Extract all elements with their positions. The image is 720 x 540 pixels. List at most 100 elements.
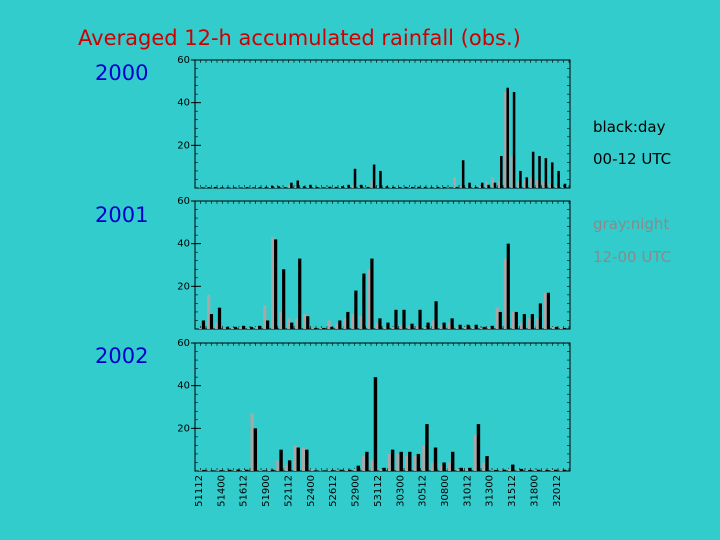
bar-night: [224, 470, 229, 471]
bar-day: [500, 156, 503, 188]
bar-day: [378, 318, 382, 329]
bar-night: [367, 269, 371, 329]
bar-night: [259, 470, 263, 471]
bar-night: [399, 324, 403, 329]
bar-night: [215, 322, 219, 329]
y-tick-label: 40: [177, 239, 190, 250]
bar-day: [525, 177, 529, 188]
bar-day: [330, 326, 334, 329]
bar-day: [313, 470, 318, 471]
bar-day: [522, 314, 526, 329]
bar-night: [447, 462, 452, 471]
bar-day: [241, 325, 246, 329]
bar-night: [293, 445, 297, 471]
bar-day: [458, 324, 462, 329]
bar-day: [514, 311, 518, 329]
bar-day: [226, 187, 230, 188]
bar-night: [459, 185, 463, 188]
bar-night: [206, 294, 211, 329]
bar-day: [245, 187, 249, 188]
bar-night: [548, 183, 552, 188]
bar-day: [416, 453, 421, 471]
bar-night: [359, 316, 363, 329]
bar-night: [303, 314, 307, 329]
bar-night: [327, 320, 331, 329]
bar-night: [415, 187, 418, 188]
bar-night: [306, 187, 310, 188]
bar-day: [482, 326, 486, 329]
bar-day: [402, 309, 406, 329]
bar-night: [404, 456, 409, 471]
bar-day: [296, 447, 300, 471]
bar-day: [298, 258, 302, 329]
bar-day: [353, 168, 357, 188]
x-tick-label: 30512: [418, 475, 429, 507]
bar-night: [319, 327, 323, 329]
bar-night: [375, 322, 379, 329]
bar-night: [550, 469, 555, 471]
y-tick-label: 40: [177, 98, 190, 109]
bar-night: [267, 469, 272, 471]
bar-night: [497, 181, 501, 188]
bar-day: [330, 470, 335, 471]
bar-day: [459, 467, 463, 471]
bar-night: [262, 187, 265, 188]
bar-day: [531, 151, 535, 188]
bar-night: [319, 187, 323, 189]
bar-day: [201, 320, 206, 329]
bar-night: [415, 325, 419, 329]
bar-day: [338, 320, 342, 329]
bar-day: [398, 187, 401, 188]
bar-night: [287, 184, 291, 188]
bar-night: [491, 177, 494, 188]
year-label-2000: 2000: [95, 61, 149, 85]
bar-day: [410, 323, 414, 329]
bar-night: [479, 327, 483, 329]
bar-day: [411, 186, 414, 188]
bar-night: [527, 318, 532, 329]
bar-night: [211, 187, 215, 189]
bar-day: [321, 187, 325, 188]
bar-night: [295, 318, 299, 329]
bar-night: [268, 186, 272, 188]
bar-night: [198, 327, 203, 329]
bar-day: [528, 469, 532, 471]
bar-day: [253, 428, 258, 471]
bar-night: [319, 470, 323, 472]
bar-day: [545, 469, 549, 471]
bar-day: [379, 170, 382, 188]
bar-day: [536, 469, 541, 471]
bar-night: [440, 187, 444, 188]
bar-night: [495, 307, 499, 329]
bar-day: [442, 186, 446, 188]
bar-day: [209, 314, 214, 329]
bar-day: [287, 460, 292, 471]
bar-day: [249, 326, 254, 329]
bar-day: [264, 186, 268, 188]
bar-night: [551, 326, 556, 329]
bar-night: [519, 322, 524, 329]
bar-night: [362, 456, 366, 471]
bar-day: [283, 187, 287, 188]
bar-day: [306, 316, 310, 329]
bar-day: [322, 470, 326, 471]
bar-night: [499, 470, 503, 471]
bar-night: [456, 468, 460, 471]
bar-day: [519, 468, 524, 471]
bar-night: [471, 326, 475, 329]
y-tick-label: 40: [177, 381, 190, 392]
bar-day: [258, 187, 261, 188]
x-tick-label: 52400: [306, 475, 317, 507]
bar-day: [562, 469, 566, 471]
bar-night: [485, 181, 488, 188]
bar-night: [216, 470, 220, 471]
y-tick-label: 60: [177, 196, 190, 207]
bar-day: [390, 449, 395, 471]
bar-night: [482, 462, 486, 471]
bar-day: [476, 424, 481, 471]
bar-day: [417, 186, 420, 188]
bar-day: [399, 451, 403, 471]
y-tick-label: 20: [177, 140, 190, 151]
bar-night: [533, 469, 538, 471]
